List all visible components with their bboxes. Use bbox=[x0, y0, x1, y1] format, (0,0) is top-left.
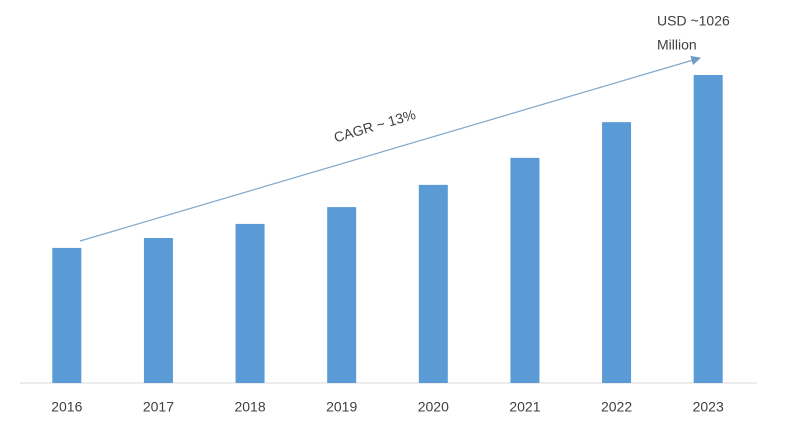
bar bbox=[418, 184, 448, 383]
bar bbox=[327, 207, 357, 383]
x-tick-label: 2019 bbox=[326, 399, 357, 415]
bar bbox=[52, 247, 82, 383]
bar bbox=[602, 122, 632, 383]
x-tick-label: 2016 bbox=[51, 399, 82, 415]
x-tick-label: 2021 bbox=[509, 399, 540, 415]
bar bbox=[143, 238, 173, 383]
bar bbox=[235, 223, 265, 383]
bar bbox=[510, 157, 540, 383]
bar bbox=[693, 75, 723, 383]
x-tick-label: 2017 bbox=[143, 399, 174, 415]
x-tick-label: 2020 bbox=[418, 399, 449, 415]
trend-arrow bbox=[79, 55, 701, 242]
value-note: Million bbox=[657, 37, 697, 53]
value-note: USD ~1026 bbox=[657, 13, 730, 29]
x-tick-label: 2022 bbox=[601, 399, 632, 415]
x-tick-label: 2023 bbox=[693, 399, 724, 415]
cagr-label: CAGR ~ 13% bbox=[332, 106, 418, 145]
x-tick-label: 2018 bbox=[234, 399, 265, 415]
